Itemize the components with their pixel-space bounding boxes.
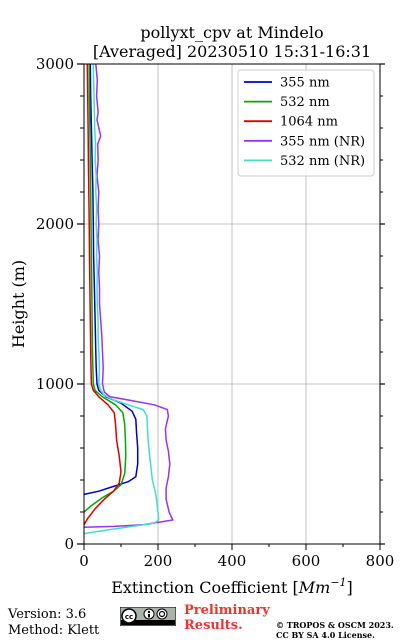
legend-label-1: 355 nm bbox=[280, 76, 330, 91]
copyright-line-2: CC BY SA 4.0 License. bbox=[276, 630, 375, 640]
preliminary-line-2: Results. bbox=[184, 618, 243, 633]
legend-box bbox=[237, 69, 375, 177]
series-line-1 bbox=[83, 63, 139, 496]
series-lines bbox=[83, 63, 174, 535]
y-tick-label: 2000 bbox=[36, 215, 74, 233]
series-line-4 bbox=[83, 63, 174, 528]
series-line-2 bbox=[83, 63, 127, 513]
x-tick-label: 400 bbox=[218, 552, 247, 570]
series-line-5 bbox=[83, 63, 160, 535]
chart-subtitle: [Averaged] 20230510 15:31-16:31 bbox=[93, 42, 371, 61]
preliminary-results-note: Preliminary Results. bbox=[184, 603, 270, 633]
chart-title: pollyxt_cpv at Mindelo bbox=[140, 23, 323, 42]
legend-label-5: 532 nm (NR) bbox=[280, 154, 365, 169]
legend-label-3: 1064 nm bbox=[280, 115, 338, 130]
svg-text:cc: cc bbox=[125, 613, 133, 621]
legend: 355 nm 532 nm 1064 nm 355 nm (NR) 532 nm (NR… bbox=[237, 69, 375, 177]
axes: 0 200 400 600 800 0 1000 2000 3000 bbox=[36, 55, 395, 570]
x-tick-label: 200 bbox=[144, 552, 173, 570]
legend-label-4: 355 nm (NR) bbox=[280, 134, 365, 149]
extinction-profile-chart: pollyxt_cpv at Mindelo [Averaged] 202305… bbox=[9, 23, 395, 597]
copyright-line-1: © TROPOS & OSCM 2023. bbox=[276, 620, 394, 630]
y-axis-label: Height (m) bbox=[9, 260, 28, 348]
cc-by-sa-icon: cc bbox=[120, 607, 176, 626]
y-tick-label: 3000 bbox=[36, 55, 74, 73]
series-line-3 bbox=[83, 63, 122, 526]
x-tick-label: 800 bbox=[366, 552, 395, 570]
x-axis-label: Extinction Coefficient [Mm−1] bbox=[111, 576, 353, 597]
y-tick-label: 0 bbox=[64, 535, 74, 553]
copyright-note: © TROPOS & OSCM 2023. CC BY SA 4.0 Licen… bbox=[276, 620, 394, 640]
preliminary-line-1: Preliminary bbox=[184, 603, 270, 618]
y-tick-label: 1000 bbox=[36, 375, 74, 393]
x-tick-label: 600 bbox=[292, 552, 321, 570]
version-label: Version: 3.6 bbox=[8, 607, 87, 622]
legend-label-2: 532 nm bbox=[280, 95, 330, 110]
method-label: Method: Klett bbox=[8, 623, 100, 638]
x-tick-label: 0 bbox=[79, 552, 89, 570]
